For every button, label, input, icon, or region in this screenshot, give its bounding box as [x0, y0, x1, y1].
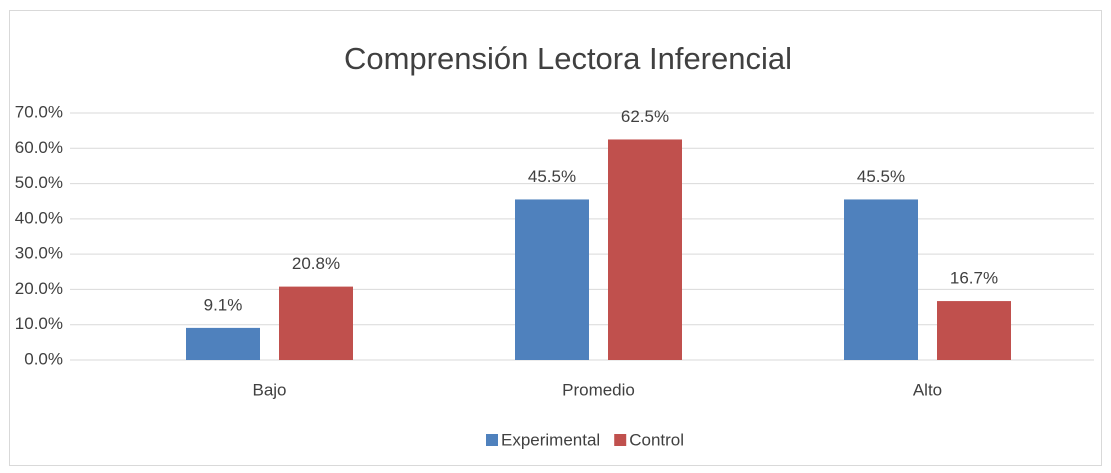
- data-label: 20.8%: [292, 254, 340, 273]
- bar: [844, 199, 918, 360]
- data-label: 45.5%: [857, 167, 905, 186]
- legend-label: Control: [629, 430, 684, 449]
- y-tick-label: 60.0%: [15, 138, 63, 157]
- legend-swatch: [486, 434, 498, 446]
- chart-title: Comprensión Lectora Inferencial: [344, 41, 792, 76]
- y-tick-label: 10.0%: [15, 314, 63, 333]
- y-tick-label: 30.0%: [15, 244, 63, 263]
- bar: [515, 199, 589, 360]
- bar: [279, 286, 353, 360]
- x-tick-label: Bajo: [252, 380, 286, 399]
- bar: [186, 327, 260, 360]
- data-label: 45.5%: [528, 167, 576, 186]
- y-tick-label: 0.0%: [24, 349, 63, 368]
- data-label: 62.5%: [621, 107, 669, 126]
- y-tick-label: 20.0%: [15, 279, 63, 298]
- legend-label: Experimental: [501, 430, 600, 449]
- y-tick-label: 50.0%: [15, 173, 63, 192]
- bar: [608, 139, 682, 360]
- y-tick-label: 70.0%: [15, 102, 63, 121]
- x-tick-label: Promedio: [562, 380, 635, 399]
- y-tick-label: 40.0%: [15, 208, 63, 227]
- x-tick-label: Alto: [913, 380, 942, 399]
- data-label: 16.7%: [950, 269, 998, 288]
- legend-swatch: [614, 434, 627, 446]
- data-label: 9.1%: [204, 295, 243, 314]
- bar: [937, 301, 1011, 360]
